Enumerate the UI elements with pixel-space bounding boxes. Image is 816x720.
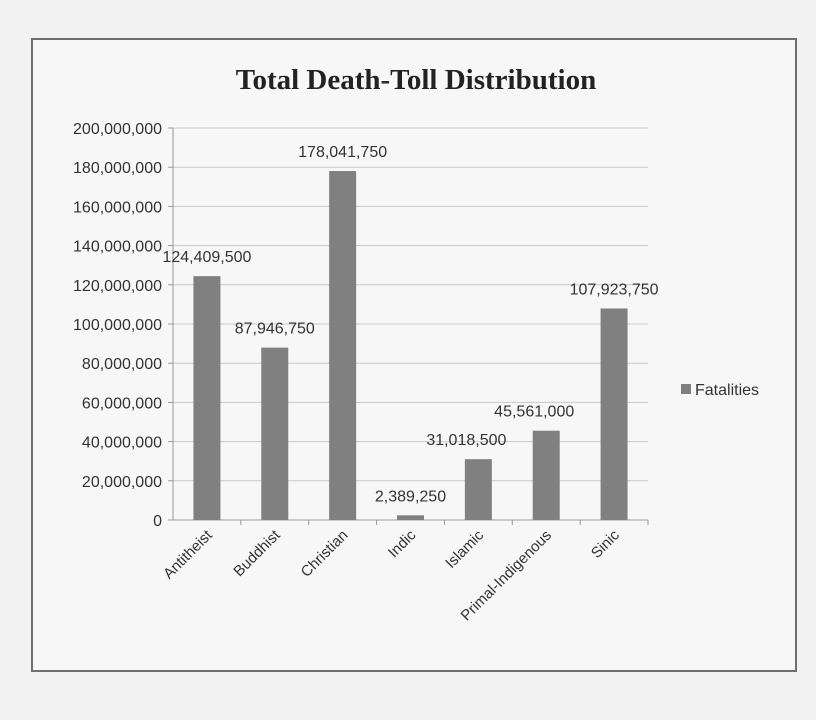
x-tick-label-buddhist: Buddhist <box>230 526 284 580</box>
bar-chart: Total Death-Toll Distribution 0 20,000,00… <box>73 64 759 624</box>
y-tick-label: 160,000,000 <box>73 199 162 216</box>
chart-title: Total Death-Toll Distribution <box>236 64 596 96</box>
bar-indic <box>397 515 424 520</box>
y-tick-label: 100,000,000 <box>73 317 162 334</box>
y-tick-label: 40,000,000 <box>82 435 162 452</box>
y-tick-label: 120,000,000 <box>73 278 162 295</box>
data-label-indic: 2,389,250 <box>375 488 446 505</box>
y-tick-label: 60,000,000 <box>82 395 162 412</box>
x-tick-label-antitheist: Antitheist <box>160 526 216 582</box>
bar-christian <box>329 171 357 520</box>
data-label-christian: 178,041,750 <box>298 144 387 161</box>
y-tick-label: 80,000,000 <box>82 356 162 373</box>
bar-islamic <box>464 459 492 520</box>
y-tick-label: 140,000,000 <box>73 239 162 256</box>
legend-label-fatalities: Fatalities <box>695 382 759 399</box>
legend-swatch-fatalities <box>681 384 691 394</box>
x-tick-label-islamic: Islamic <box>442 526 487 571</box>
x-tick-label-sinic: Sinic <box>588 526 623 561</box>
data-label-antitheist: 124,409,500 <box>162 249 251 266</box>
bar-antitheist <box>193 276 221 520</box>
y-tick-label: 20,000,000 <box>82 474 162 491</box>
data-label-islamic: 31,018,500 <box>426 432 506 449</box>
bar-primal-indigenous <box>532 430 560 520</box>
legend: Fatalities <box>681 382 759 399</box>
y-tick-label: 200,000,000 <box>73 121 162 138</box>
x-tick-label-indic: Indic <box>385 526 420 561</box>
data-label-primal-indigenous: 45,561,000 <box>494 404 574 421</box>
y-tick-label: 180,000,000 <box>73 160 162 177</box>
bar-sinic <box>600 308 628 520</box>
chart-frame: Total Death-Toll Distribution 0 20,000,00… <box>31 38 797 672</box>
bar-buddhist <box>261 347 289 520</box>
y-tick-label: 0 <box>153 513 162 530</box>
x-tick-label-christian: Christian <box>298 527 352 581</box>
data-label-sinic: 107,923,750 <box>570 281 659 298</box>
data-label-buddhist: 87,946,750 <box>235 321 315 338</box>
